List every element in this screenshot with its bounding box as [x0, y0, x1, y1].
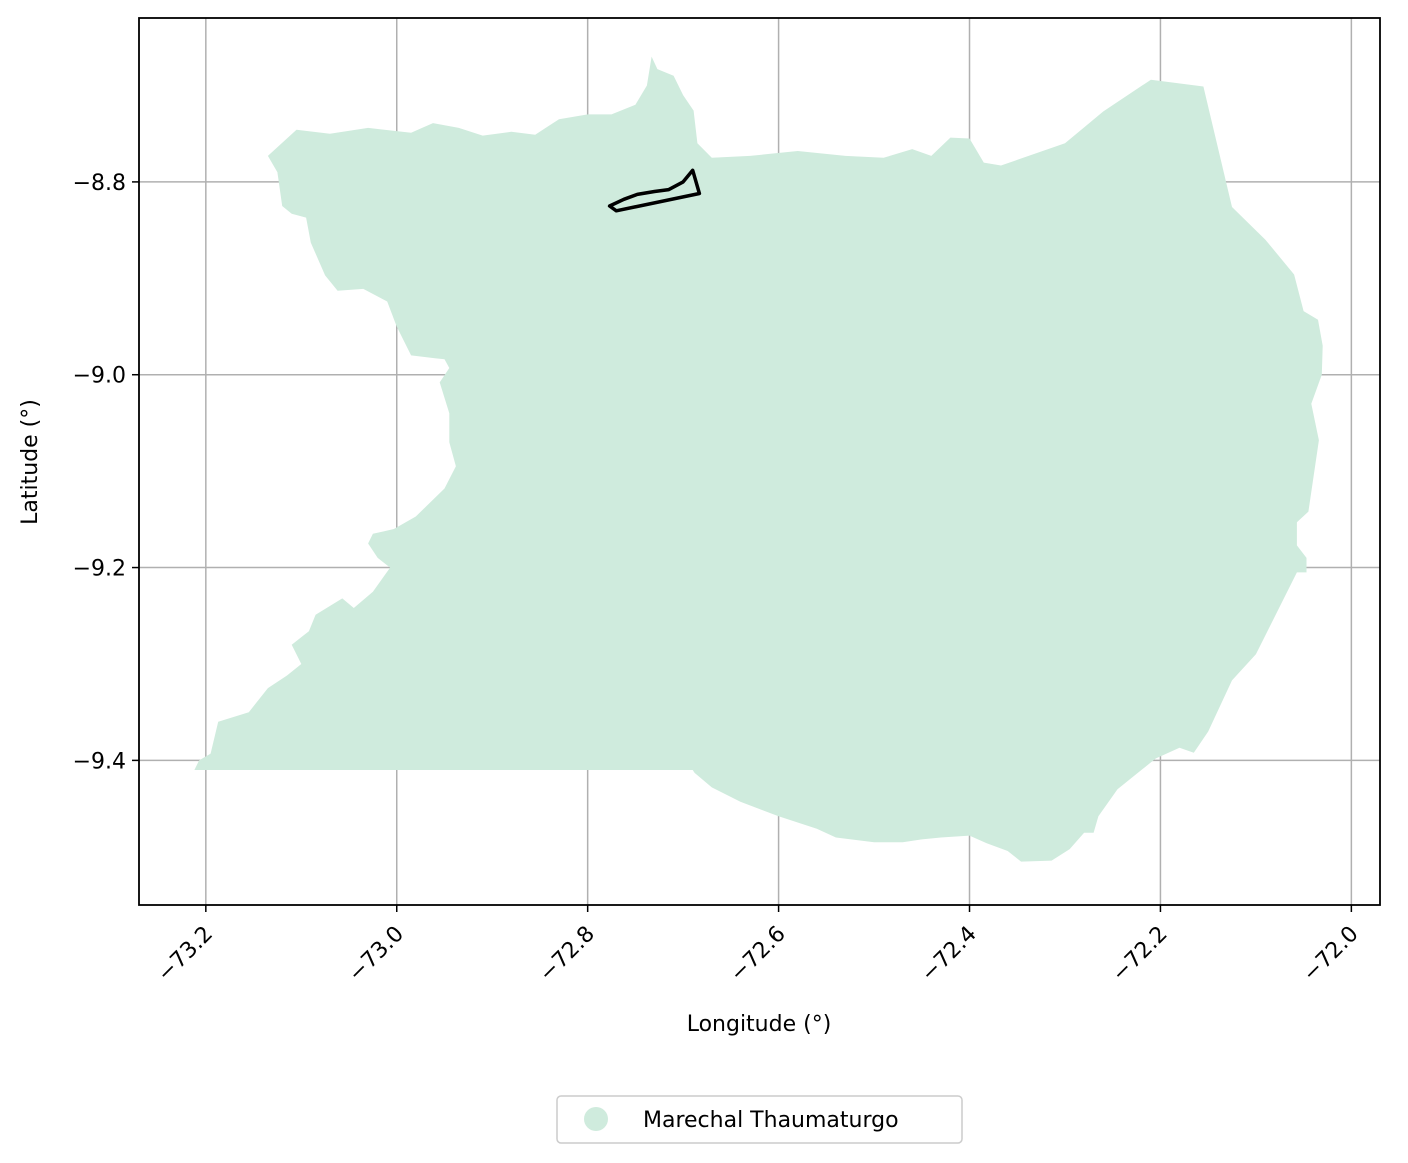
y-axis-label: Latitude (°)	[18, 399, 43, 525]
legend-label: Marechal Thaumaturgo	[643, 1108, 899, 1133]
x-tick-label: −72.8	[535, 922, 600, 987]
y-tick-label: −9.4	[73, 749, 126, 774]
y-tick-label: −8.8	[73, 171, 126, 196]
x-tick-label: −72.0	[1298, 922, 1363, 987]
x-tick-label: −73.2	[153, 922, 218, 987]
x-tick-label: −72.6	[725, 922, 790, 987]
region-polygon	[194, 56, 1323, 862]
y-tick-label: −9.2	[73, 557, 126, 582]
x-tick-label: −73.0	[344, 922, 409, 987]
x-tick-label: −72.4	[916, 922, 981, 987]
x-tick-label: −72.2	[1107, 922, 1172, 987]
x-axis-ticks: −73.2 −73.0 −72.8 −72.6 −72.4 −72.2 −72.0	[153, 905, 1364, 987]
y-axis-ticks: −8.8 −9.0 −9.2 −9.4	[73, 171, 139, 774]
legend: Marechal Thaumaturgo	[556, 1095, 963, 1144]
legend-marker	[584, 1107, 608, 1131]
legend-box	[556, 1095, 963, 1144]
x-axis-label: Longitude (°)	[687, 1012, 832, 1037]
axes-frame	[138, 17, 1381, 906]
plot-border	[138, 17, 1381, 906]
region-layer	[194, 56, 1323, 862]
outline-polygon	[607, 168, 702, 213]
y-tick-label: −9.0	[73, 364, 126, 389]
